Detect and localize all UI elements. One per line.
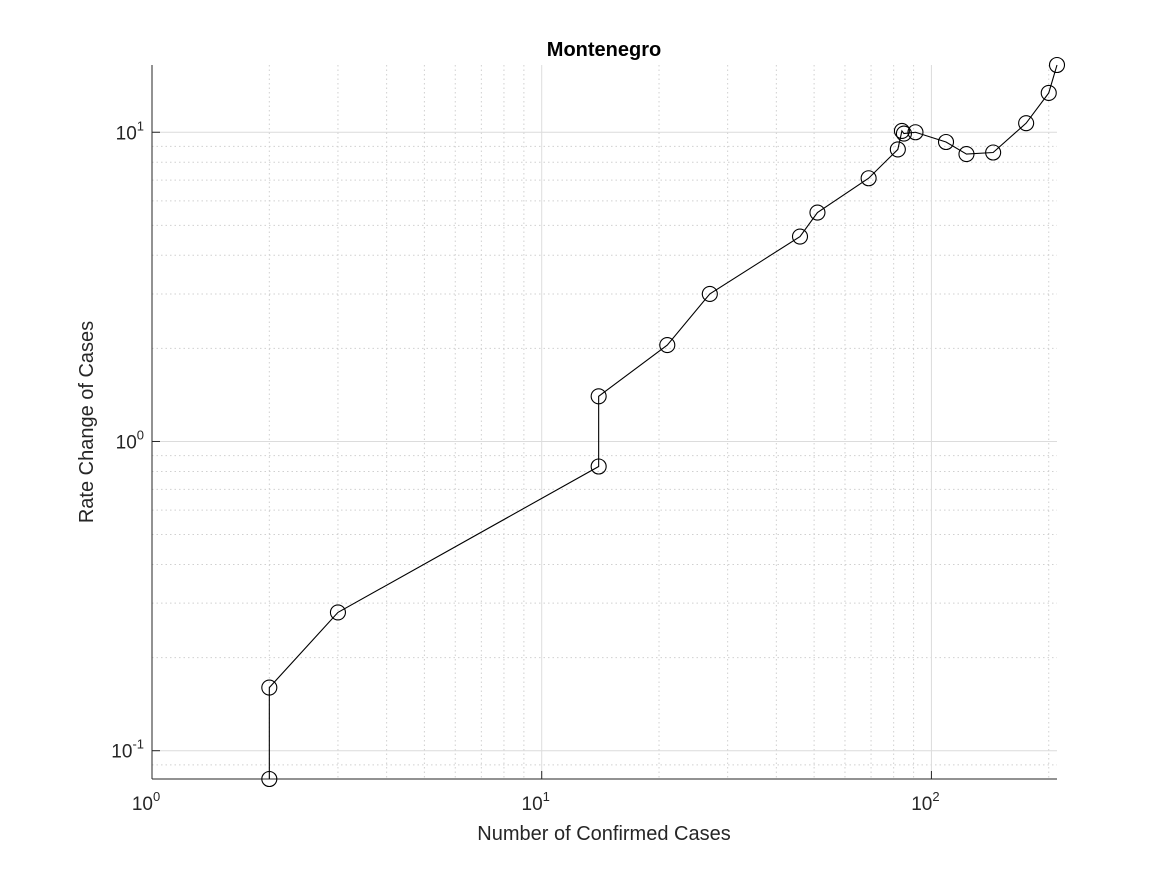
series-line <box>268 64 1058 779</box>
data-point <box>889 141 906 158</box>
grid <box>152 65 1057 779</box>
x-tick-label: 100 <box>132 789 160 815</box>
y-tick-label: 10-1 <box>111 737 144 763</box>
axes <box>151 65 1057 780</box>
data-point <box>590 388 607 405</box>
data-point <box>809 204 826 221</box>
data-point <box>895 125 912 142</box>
y-tick-label: 101 <box>116 118 144 144</box>
data-point <box>893 122 910 139</box>
x-axis-label: Number of Confirmed Cases <box>477 823 730 845</box>
data-point <box>261 770 278 788</box>
data-point <box>659 337 676 354</box>
x-tick-label: 102 <box>911 789 939 815</box>
chart-title: Montenegro <box>547 39 661 61</box>
data-point <box>860 170 877 187</box>
x-tick-label: 101 <box>522 789 550 815</box>
data-point <box>261 679 278 696</box>
data-point <box>590 458 607 475</box>
y-axis-label: Rate Change of Cases <box>76 321 98 523</box>
data-point <box>791 228 809 245</box>
data-point <box>329 604 346 621</box>
data-point <box>1040 84 1057 101</box>
y-tick-exponent: 0 <box>137 427 144 442</box>
x-tick-exponent: 0 <box>153 789 160 804</box>
y-tick-label: 100 <box>116 427 144 453</box>
plot-area <box>261 56 1066 788</box>
data-point <box>907 124 924 141</box>
data-point <box>985 144 1002 161</box>
data-point <box>958 146 975 163</box>
x-tick-exponent: 1 <box>543 789 550 804</box>
data-point <box>937 133 955 151</box>
y-tick-exponent: -1 <box>132 737 144 752</box>
x-tick-exponent: 2 <box>932 789 939 804</box>
data-point <box>701 285 718 302</box>
data-point <box>1048 56 1066 74</box>
data-point <box>1018 115 1035 132</box>
y-tick-exponent: 1 <box>137 118 144 133</box>
